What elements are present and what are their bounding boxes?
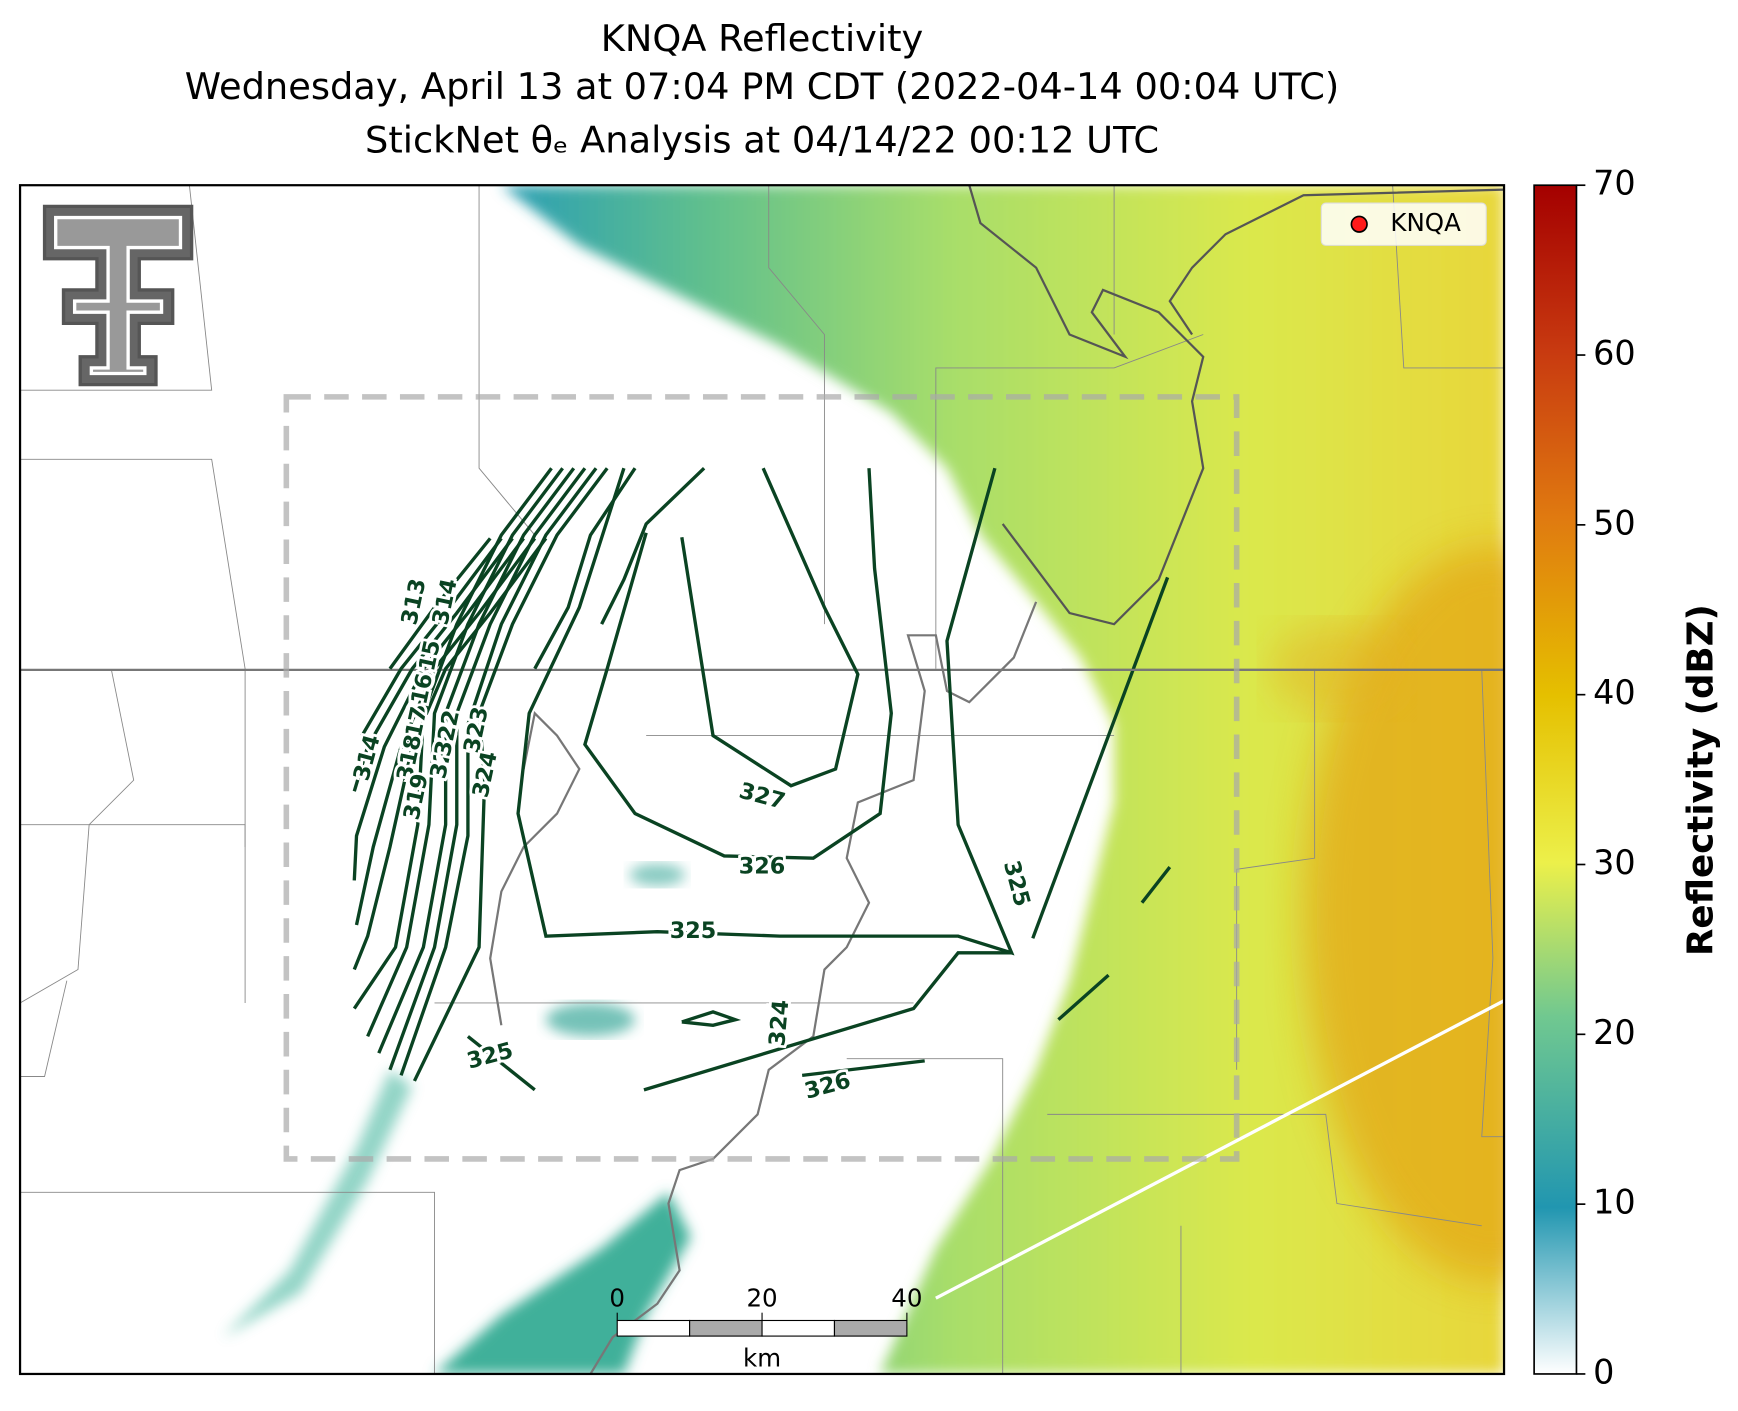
river [589,601,1038,1374]
colorbar-tick-label: 10 [1593,1183,1636,1222]
subtitle: StickNet θₑ Analysis at 04/14/22 00:12 U… [365,118,1159,161]
highway [935,999,1505,1300]
river [968,185,1205,626]
contour-label: 324 [764,999,794,1048]
scale-bar: 0 20 40 km [609,1283,922,1372]
colorbar-tick-label: 0 [1593,1352,1614,1391]
colorbar [1533,184,1578,1375]
colorbar-tick-label: 20 [1593,1013,1636,1052]
legend-marker [1350,215,1368,233]
analysis-domain [283,394,1240,1162]
colorbar-label: Reflectivity (dBZ) [1680,604,1721,956]
colorbar-tick-label: 60 [1593,334,1636,373]
colorbar-tick-label: 40 [1593,673,1636,712]
scale-unit: km [743,1343,781,1372]
legend-box [1320,202,1487,246]
logo [42,204,194,387]
legend-label: KNQA [1390,208,1461,237]
map-frame [18,184,1506,1376]
scale-segment [833,1319,908,1337]
colorbar-tick-label: 50 [1593,503,1636,542]
subtitle: Wednesday, April 13 at 07:04 PM CDT (202… [185,65,1339,108]
scale-segment [616,1319,691,1337]
contour-label: 326 [739,854,785,880]
scale-segment [761,1319,836,1337]
contour-label: 325 [670,918,716,944]
scale-segment [689,1319,763,1337]
radar-core [1303,546,1505,1282]
scale-tick-label: 20 [746,1283,777,1312]
scale-tick-label: 40 [891,1283,922,1312]
scale-tick-label: 0 [609,1283,625,1312]
colorbar-tick-label: 70 [1593,164,1636,203]
colorbar-tick-label: 30 [1593,843,1636,882]
title: KNQA Reflectivity [601,17,924,60]
contours [352,466,1172,1092]
radar-echo [501,185,1505,1374]
